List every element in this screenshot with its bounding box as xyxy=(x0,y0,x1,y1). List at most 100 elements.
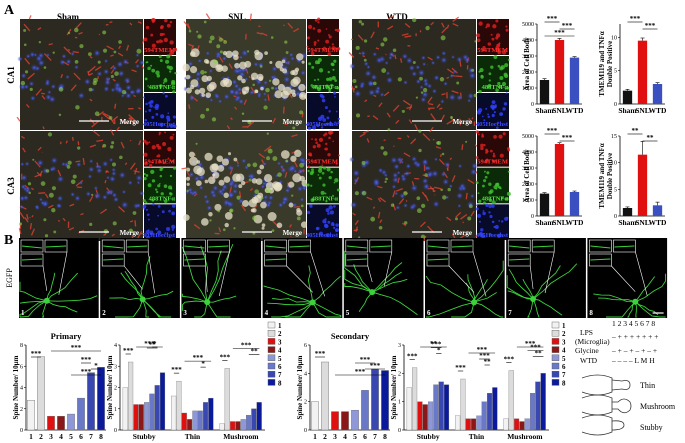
bar-mushroom-4 xyxy=(519,421,525,431)
microglia-process xyxy=(401,222,407,227)
tnf-signal xyxy=(299,110,304,115)
nucleus xyxy=(56,195,64,202)
zoom-boxes xyxy=(264,239,325,297)
inset-signal xyxy=(488,79,491,82)
egfp-image-5: 5 xyxy=(343,238,424,318)
inset-signal xyxy=(148,163,153,168)
tnf-signal xyxy=(203,20,207,24)
activated-cell xyxy=(256,73,264,81)
nucleus xyxy=(227,192,234,199)
activated-cell xyxy=(274,90,283,99)
micrograph-background xyxy=(20,131,143,241)
inset-signal xyxy=(321,164,324,167)
bar-thin-2 xyxy=(460,378,466,431)
activated-cell xyxy=(227,152,232,156)
zoom-box xyxy=(426,239,450,253)
significance-label: *** xyxy=(455,364,466,372)
microglia-process xyxy=(362,130,370,134)
tnf-signal xyxy=(136,48,142,54)
zoom-dendrite xyxy=(21,258,43,261)
inset-signal xyxy=(160,114,165,119)
inset-signal xyxy=(491,220,495,224)
inset-signal xyxy=(158,84,163,88)
tnf-signal xyxy=(118,40,122,44)
nucleus xyxy=(410,184,419,192)
significance-label: *** xyxy=(220,353,231,361)
zoom-dendrite xyxy=(289,245,310,248)
microglia-process xyxy=(193,224,201,230)
bar-3 xyxy=(331,411,339,431)
tnf-signal xyxy=(260,196,264,200)
bar-stubby-3 xyxy=(133,404,139,431)
nucleus xyxy=(204,198,211,205)
zoom-dendrite xyxy=(590,245,611,249)
y-tick-label: 0 xyxy=(398,428,401,434)
inset-signal xyxy=(144,118,148,122)
microglia-process xyxy=(424,194,429,202)
nucleus xyxy=(377,167,384,174)
inset-signal xyxy=(145,201,148,204)
bar-thin-1 xyxy=(455,415,461,431)
significance-label: *** xyxy=(81,368,92,376)
y-tick-label: 4000 xyxy=(522,150,534,156)
inset-signal xyxy=(499,112,503,116)
nucleus xyxy=(405,163,412,170)
nucleus xyxy=(440,171,447,178)
dendrite xyxy=(312,301,342,317)
significance-label: *** xyxy=(562,22,573,30)
activated-cell xyxy=(222,50,228,56)
nucleus xyxy=(19,204,25,210)
soma xyxy=(471,299,478,306)
inset-signal xyxy=(306,123,309,126)
inset-signal xyxy=(317,168,323,173)
microglia-process xyxy=(92,130,100,137)
tnf-signal xyxy=(454,217,458,221)
x-tick-label: 7 xyxy=(373,432,377,441)
nucleus xyxy=(25,53,31,59)
inset-signal xyxy=(327,212,330,215)
inset-signal xyxy=(478,199,482,203)
inset-signal xyxy=(492,24,497,29)
bar-wtd xyxy=(652,205,663,216)
bar-4 xyxy=(341,411,349,431)
zoom-box xyxy=(531,239,555,253)
inset-signal xyxy=(328,35,332,39)
zoom-dendrite xyxy=(509,258,530,261)
inset-signal xyxy=(306,36,310,40)
significance-label: *** xyxy=(81,356,92,364)
nucleus xyxy=(402,202,409,209)
activated-cell xyxy=(195,180,202,187)
inset-signal xyxy=(490,65,494,69)
microglia-process xyxy=(468,117,473,124)
legend-swatch xyxy=(267,354,276,361)
micrograph-ca1-sham: Merge xyxy=(16,15,146,134)
channel-label: 405Hoechst xyxy=(143,232,176,239)
bar-thin-8 xyxy=(208,397,214,431)
inset-signal xyxy=(322,183,326,187)
microglia-process xyxy=(249,13,252,21)
microglia-process xyxy=(57,219,61,222)
tnf-signal xyxy=(416,196,421,201)
microglia-process xyxy=(287,22,294,29)
zoom-dendrites xyxy=(103,245,148,261)
inset-signal xyxy=(502,132,506,136)
dendrite xyxy=(598,297,636,303)
nucleus xyxy=(101,160,109,168)
spine-thin-icon xyxy=(611,379,631,391)
nucleus xyxy=(33,52,38,57)
inset-signal xyxy=(324,224,329,229)
nucleus xyxy=(217,98,223,104)
x-tick-label: 7 xyxy=(89,432,93,441)
microglia-process xyxy=(449,157,453,161)
zoom-dendrite xyxy=(265,258,286,261)
tnf-signal xyxy=(465,140,468,143)
microglia-process xyxy=(377,211,381,219)
inset-signal xyxy=(487,113,489,116)
y-axis-label: Spine Number/ 10μm xyxy=(296,355,304,419)
inset-signal xyxy=(167,112,170,115)
treatment-row-lps-label: LPS xyxy=(580,328,593,337)
activated-cell xyxy=(223,176,231,183)
tnf-signal xyxy=(188,29,192,33)
inset-signal xyxy=(480,143,484,148)
